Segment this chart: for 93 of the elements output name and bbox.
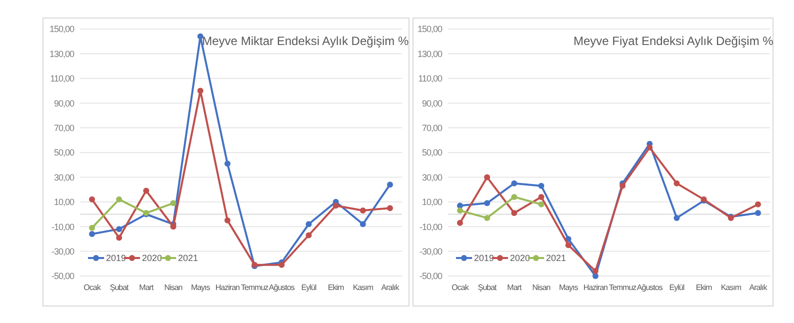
x-tick-label: Kasım: [352, 283, 374, 292]
point: [170, 200, 176, 206]
point: [565, 242, 572, 248]
y-tick-label: 70,00: [422, 122, 442, 133]
x-tick-label: Haziran: [583, 283, 608, 292]
point: [278, 262, 285, 268]
y-tick-label: 30,00: [422, 172, 442, 182]
point: [89, 224, 95, 231]
x-tick-label: Mart: [507, 283, 522, 292]
x-tick-label: Ağustos: [268, 283, 295, 292]
point: [332, 202, 339, 209]
y-tick-label: 90,00: [422, 98, 442, 108]
point: [674, 180, 680, 186]
point: [224, 217, 230, 224]
x-tick-label: Ocak: [452, 283, 470, 292]
y-tick-label: 10,00: [422, 197, 442, 208]
legend-label: 2021: [178, 253, 198, 264]
legend-label: 2020: [510, 253, 530, 264]
y-tick-label: 10,00: [54, 197, 74, 208]
point: [511, 210, 518, 216]
x-tick-label: Aralık: [381, 283, 400, 292]
x-tick-label: Mart: [139, 283, 154, 292]
x-tick-label: Ekim: [328, 283, 345, 292]
y-tick-label: 110,00: [418, 74, 442, 84]
point: [511, 194, 518, 200]
text: Meyve Fiyat Endeksi Aylık Değişim %: [573, 34, 774, 48]
y-tick-label: 90,00: [54, 98, 74, 108]
point: [646, 144, 653, 151]
x-tick-label: Nisan: [532, 283, 550, 292]
x-tick-label: Temmuz: [240, 283, 269, 292]
x-tick-label: Aralık: [749, 283, 768, 292]
y-tick-label: -50,00: [419, 271, 442, 282]
point: [674, 214, 680, 221]
y-tick-label: 50,00: [422, 148, 442, 158]
point: [224, 160, 230, 167]
point: [89, 196, 95, 202]
y-tick-label: 50,00: [54, 148, 74, 158]
y-tick-label: 70,00: [54, 122, 74, 133]
x-tick-label: Şubat: [110, 283, 130, 292]
legend-label: 2020: [142, 253, 162, 264]
point: [538, 182, 544, 189]
x-tick-label: Ocak: [84, 283, 102, 292]
point: [620, 182, 626, 189]
point: [457, 220, 463, 226]
point: [360, 208, 366, 214]
x-tick-label: Mayıs: [190, 283, 210, 292]
x-tick-label: Nisan: [164, 283, 182, 292]
legend-label: 2021: [546, 253, 566, 264]
x-tick-label: Kasım: [720, 283, 742, 292]
y-tick-label: 150,00: [417, 24, 442, 34]
x-tick-label: Haziran: [215, 283, 240, 292]
y-tick-label: -10,00: [419, 222, 442, 232]
point: [592, 273, 598, 279]
y-tick-label: -10,00: [51, 222, 74, 232]
point: [592, 268, 598, 274]
point: [538, 194, 544, 200]
x-tick-label: Eylül: [669, 283, 685, 292]
point: [197, 88, 204, 94]
point: [538, 201, 544, 208]
x-tick-label: Şubat: [478, 283, 498, 292]
point: [306, 221, 312, 228]
y-tick-label: -30,00: [51, 246, 74, 256]
y-tick-label: 150,00: [49, 24, 74, 34]
y-tick-label: 30,00: [54, 172, 74, 182]
x-tick-label: Temmuz: [608, 283, 637, 292]
x-tick-label: Eylül: [301, 283, 317, 292]
y-tick-label: -30,00: [419, 246, 442, 256]
point: [170, 224, 176, 230]
y-tick-label: -50,00: [51, 271, 74, 282]
point: [116, 226, 122, 232]
point: [89, 231, 95, 238]
point: [387, 205, 393, 212]
x-tick-label: Ağustos: [636, 283, 663, 292]
point: [306, 232, 312, 238]
point: [387, 182, 393, 188]
point: [116, 234, 122, 241]
point: [116, 196, 122, 202]
point: [197, 33, 204, 40]
y-tick-label: 130,00: [49, 48, 74, 59]
point: [755, 201, 761, 208]
point: [360, 221, 366, 228]
point: [484, 200, 490, 206]
x-tick-label: Ekim: [696, 283, 713, 292]
point: [484, 214, 490, 221]
y-tick-label: 110,00: [50, 74, 74, 84]
text: Meyve Miktar Endeksi Aylık Değişim %: [202, 34, 409, 48]
x-tick-label: Mayıs: [558, 283, 578, 292]
point: [755, 210, 761, 216]
point: [457, 208, 463, 214]
point: [511, 180, 518, 186]
point: [143, 188, 150, 194]
point: [484, 174, 490, 180]
y-tick-label: 130,00: [417, 48, 442, 59]
